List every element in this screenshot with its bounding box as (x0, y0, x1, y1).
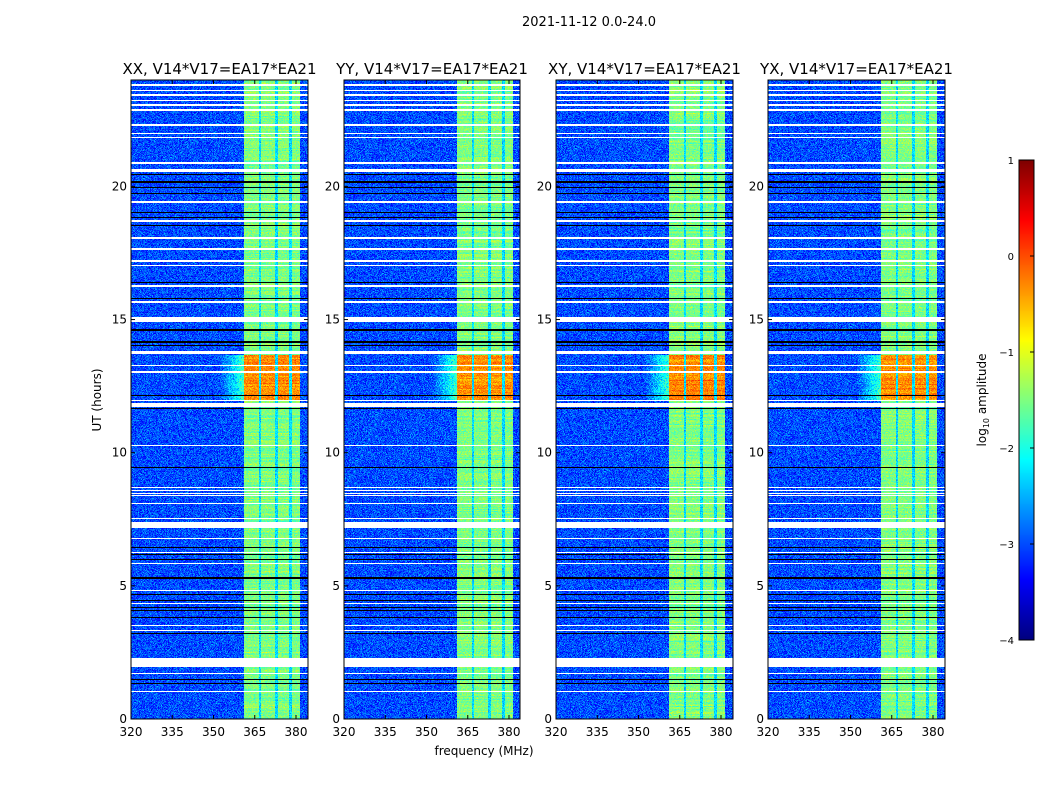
x-tick-label: 350 (415, 725, 438, 739)
colorbar-tick-label: −1 (999, 348, 1014, 359)
colorbar-label: log10 amplitude (975, 354, 991, 447)
panel-3: YX, V14*V17=EA17*EA21 320 335 350 365 380 0 5 10… (749, 60, 953, 739)
heatmap-yy (344, 80, 520, 719)
x-tick-label: 335 (586, 725, 609, 739)
y-tick-label: 15 (325, 313, 340, 327)
y-tick-label: 5 (756, 579, 764, 593)
y-tick-label: 15 (749, 313, 764, 327)
x-tick-label: 380 (285, 725, 308, 739)
x-tick-label: 380 (710, 725, 733, 739)
heatmap-yx (768, 80, 945, 719)
colorbar-tick-label: 1 (1008, 156, 1014, 167)
y-tick-label: 5 (544, 579, 552, 593)
y-tick-label: 0 (756, 712, 764, 726)
y-tick-label: 5 (119, 579, 127, 593)
panel-title: YY, V14*V17=EA17*EA21 (335, 60, 528, 78)
y-tick-label: 15 (537, 313, 552, 327)
x-tick-label: 350 (627, 725, 650, 739)
x-tick-label: 320 (545, 725, 568, 739)
panel-2: XY, V14*V17=EA17*EA21 320 335 350 365 380 0 5 10… (537, 60, 741, 739)
heatmap-xy (556, 80, 733, 719)
y-tick-label: 10 (112, 446, 127, 460)
x-tick-label: 380 (498, 725, 521, 739)
x-tick-label: 335 (798, 725, 821, 739)
panel-title: XY, V14*V17=EA17*EA21 (548, 60, 741, 78)
panel-1: YY, V14*V17=EA17*EA21 320 335 350 365 380 0 5 10… (325, 60, 528, 739)
x-tick-label: 335 (161, 725, 184, 739)
panel-frame (130, 79, 309, 720)
panel-frame (343, 79, 521, 720)
y-tick-label: 10 (325, 446, 340, 460)
x-tick-label: 335 (374, 725, 397, 739)
y-axis-label: UT (hours) (90, 368, 104, 431)
panel-title: YX, V14*V17=EA17*EA21 (759, 60, 953, 78)
colorbar-frame (1018, 159, 1035, 641)
colorbar-tick-label: 0 (1008, 252, 1014, 263)
x-tick-label: 365 (880, 725, 903, 739)
x-tick-label: 320 (757, 725, 780, 739)
colorbar-tick-label: −3 (999, 540, 1014, 551)
y-tick-label: 20 (325, 179, 340, 193)
suptitle: 2021-11-12 0.0-24.0 (522, 15, 656, 30)
panel-frame (555, 79, 734, 720)
y-tick-label: 5 (332, 579, 340, 593)
x-tick-label: 350 (202, 725, 225, 739)
y-tick-label: 15 (112, 313, 127, 327)
y-tick-label: 0 (119, 712, 127, 726)
y-tick-label: 10 (749, 446, 764, 460)
x-tick-label: 350 (839, 725, 862, 739)
x-tick-label: 320 (120, 725, 143, 739)
heatmap-xx (131, 80, 308, 719)
y-tick-label: 20 (537, 179, 552, 193)
x-tick-label: 365 (668, 725, 691, 739)
x-tick-label: 365 (243, 725, 266, 739)
y-tick-label: 0 (544, 712, 552, 726)
x-tick-label: 365 (456, 725, 479, 739)
colorbar-tick-label: −2 (999, 444, 1014, 455)
panel-frame (767, 79, 946, 720)
colorbar (1019, 160, 1034, 640)
y-tick-label: 10 (537, 446, 552, 460)
x-tick-label: 380 (922, 725, 945, 739)
colorbar-tick-label: −4 (999, 636, 1014, 647)
x-tick-label: 320 (333, 725, 356, 739)
panel-title: XX, V14*V17=EA17*EA21 (122, 60, 316, 78)
y-tick-label: 20 (112, 179, 127, 193)
y-tick-label: 20 (749, 179, 764, 193)
panel-0: XX, V14*V17=EA17*EA21 320 335 350 365 380 0 5 10… (112, 60, 317, 739)
y-tick-label: 0 (332, 712, 340, 726)
x-axis-label: frequency (MHz) (434, 744, 533, 758)
